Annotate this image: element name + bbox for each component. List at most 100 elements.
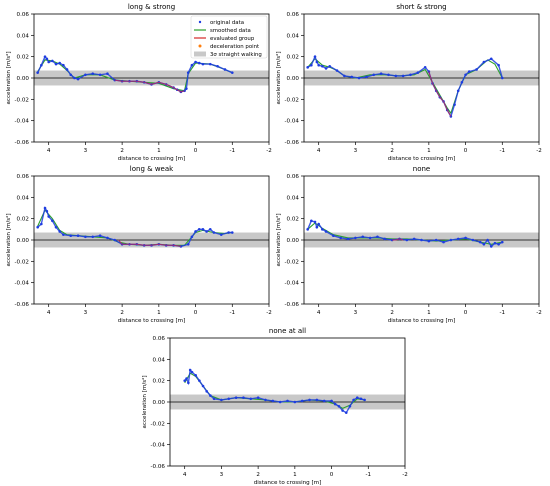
panel-title: long & weak [130, 165, 174, 173]
y-tick-label: -0.06 [285, 140, 300, 146]
plot-area [36, 206, 234, 248]
y-tick-label: -0.02 [151, 421, 165, 427]
x-tick-label: 0 [194, 148, 198, 154]
y-tick-label: 0.04 [287, 195, 300, 201]
y-tick-label: -0.02 [285, 97, 299, 103]
chart-panel-3: -0.06 -0.04 -0.02 0.00 0.02 0.04 0.06 4 3 2 1 0 -1 -2… [5, 165, 272, 324]
y-tick-label: -0.04 [151, 443, 166, 449]
plot-area [183, 368, 366, 414]
x-tick-label: 4 [47, 148, 51, 154]
y-tick-label: 0.00 [17, 76, 30, 82]
y-tick-label: 0.06 [153, 336, 166, 342]
x-tick-label: 4 [317, 148, 321, 154]
x-tick-label: 0 [464, 310, 468, 316]
y-tick-label: 0.06 [287, 174, 300, 180]
x-axis-label: distance to crossing [m] [118, 156, 186, 162]
x-tick-label: 4 [183, 472, 187, 478]
chart-panel-2: -0.06 -0.04 -0.02 0.00 0.02 0.04 0.06 4 3 2 1 0 -1 -2… [275, 3, 542, 162]
x-axis-label: distance to crossing [m] [118, 318, 186, 324]
y-tick-label: 0.02 [153, 379, 165, 385]
y-tick-label: -0.06 [151, 464, 166, 470]
x-tick-label: -2 [536, 148, 542, 154]
panel-title: short & strong [396, 3, 446, 11]
x-tick-label: 1 [427, 310, 431, 316]
x-tick-label: -1 [499, 148, 505, 154]
legend-label: 3σ straight walking [210, 52, 262, 58]
x-axis-label: distance to crossing [m] [254, 480, 322, 486]
chart-panel-4: -0.06 -0.04 -0.02 0.00 0.02 0.04 0.06 4 3 2 1 0 -1 -2… [275, 165, 542, 324]
x-tick-label: 4 [317, 310, 321, 316]
x-tick-label: 3 [354, 310, 358, 316]
x-tick-label: -1 [499, 310, 505, 316]
x-tick-label: 0 [330, 472, 334, 478]
original-data-trace [184, 368, 365, 414]
x-tick-label: -1 [365, 472, 371, 478]
plot-area [306, 219, 504, 248]
y-tick-label: -0.04 [285, 119, 300, 125]
panel-title: none [413, 165, 430, 173]
legend-label: smoothed data [210, 28, 251, 34]
y-tick-label: -0.02 [285, 259, 299, 265]
y-tick-label: 0.04 [153, 357, 166, 363]
x-tick-label: -1 [229, 310, 235, 316]
x-tick-label: 3 [84, 148, 88, 154]
x-tick-label: 3 [220, 472, 224, 478]
y-tick-label: 0.00 [17, 238, 30, 244]
x-axis-label: distance to crossing [m] [388, 318, 456, 324]
y-tick-label: -0.04 [285, 281, 300, 287]
y-tick-label: 0.02 [287, 217, 299, 223]
y-tick-label: -0.02 [15, 97, 29, 103]
x-tick-label: 2 [256, 472, 260, 478]
y-tick-label: 0.06 [287, 12, 300, 18]
x-tick-label: 1 [157, 310, 161, 316]
y-tick-label: 0.02 [17, 55, 29, 61]
y-tick-label: 0.04 [287, 33, 300, 39]
chart-panel-5: -0.06 -0.04 -0.02 0.00 0.02 0.04 0.06 4 3 2 1 0 -1 -2… [141, 327, 408, 486]
legend: original data smoothed data evaluated grou… [190, 15, 268, 59]
legend-marker-deceleration [198, 44, 202, 48]
original-data-trace [307, 219, 503, 248]
evaluated-group-overlay [428, 71, 452, 117]
y-tick-label: 0.04 [17, 33, 30, 39]
evaluated-group-overlay [118, 239, 181, 247]
smoothed-line [307, 58, 503, 115]
y-tick-label: 0.06 [17, 174, 30, 180]
y-tick-label: 0.00 [287, 76, 300, 82]
x-tick-label: 2 [120, 310, 124, 316]
x-tick-label: 1 [157, 148, 161, 154]
y-axis-label: acceleration [m/s²] [275, 51, 282, 104]
x-tick-label: 2 [390, 310, 394, 316]
y-axis-label: acceleration [m/s²] [275, 213, 282, 266]
evaluated-group-overlay [114, 79, 185, 93]
y-tick-label: 0.02 [287, 55, 299, 61]
x-tick-label: 0 [464, 148, 468, 154]
x-tick-label: 4 [47, 310, 51, 316]
x-tick-label: 3 [84, 310, 88, 316]
x-axis-label: distance to crossing [m] [388, 156, 456, 162]
x-tick-label: 2 [120, 148, 124, 154]
x-tick-label: 2 [390, 148, 394, 154]
x-tick-label: 1 [427, 148, 431, 154]
y-tick-label: 0.06 [17, 12, 30, 18]
y-tick-label: 0.00 [287, 238, 300, 244]
chart-panel-1: -0.06 -0.04 -0.02 0.00 0.02 0.04 0.06 4 3 2 1 0 -1 -2… [5, 3, 272, 162]
y-axis-label: acceleration [m/s²] [141, 375, 148, 428]
x-tick-label: 0 [194, 310, 198, 316]
legend-marker-band [194, 51, 206, 57]
evaluated-group-overlay [392, 238, 404, 241]
y-tick-label: -0.04 [15, 119, 30, 125]
y-tick-label: -0.04 [15, 281, 30, 287]
y-axis-label: acceleration [m/s²] [5, 51, 12, 104]
x-tick-label: -2 [402, 472, 408, 478]
original-data-trace [307, 54, 503, 119]
panel-title: long & strong [128, 3, 175, 11]
y-tick-label: 0.04 [17, 195, 30, 201]
y-tick-label: 0.02 [17, 217, 29, 223]
x-tick-label: -2 [536, 310, 542, 316]
x-tick-label: 3 [354, 148, 358, 154]
x-tick-label: -1 [229, 148, 235, 154]
legend-label: evaluated group [210, 36, 255, 42]
x-tick-label: 1 [293, 472, 297, 478]
y-tick-label: -0.06 [15, 302, 30, 308]
legend-box [190, 15, 268, 59]
